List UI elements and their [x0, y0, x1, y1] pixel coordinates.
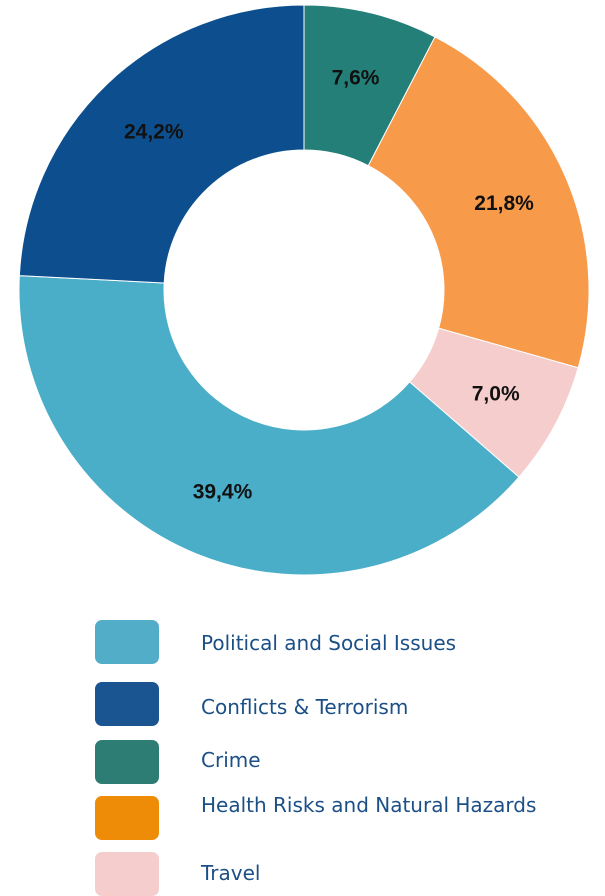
slice-label-travel: 7,0%	[472, 382, 520, 405]
legend-swatch	[95, 620, 159, 664]
legend-swatch	[95, 852, 159, 896]
legend-swatch	[95, 796, 159, 840]
slice-label-political-and-social-issues: 39,4%	[193, 481, 253, 504]
slice-health-risks-and-natural-hazards	[367, 36, 590, 369]
legend-swatch	[95, 682, 159, 726]
slice-political-and-social-issues	[18, 275, 520, 576]
donut-slice-labels: 7,6% 21,8% 7,0% 39,4% 24,2%	[124, 67, 534, 504]
legend-swatch	[95, 740, 159, 784]
legend-label: Political and Social Issues	[201, 631, 457, 655]
slice-label-crime: 7,6%	[332, 67, 380, 90]
legend-label: Conflicts & Terrorism	[201, 695, 409, 719]
slice-label-conflicts-terrorism: 24,2%	[124, 121, 184, 144]
slice-conflicts-terrorism	[18, 4, 305, 284]
donut-chart: 7,6% 21,8% 7,0% 39,4% 24,2%	[18, 4, 590, 576]
legend-label: Health Risks and Natural Hazards	[201, 793, 537, 817]
donut-slices	[18, 4, 590, 576]
slice-label-health-risks-and-natural-hazards: 21,8%	[474, 192, 534, 215]
legend-label: Travel	[201, 861, 261, 885]
legend-label: Crime	[201, 748, 261, 772]
